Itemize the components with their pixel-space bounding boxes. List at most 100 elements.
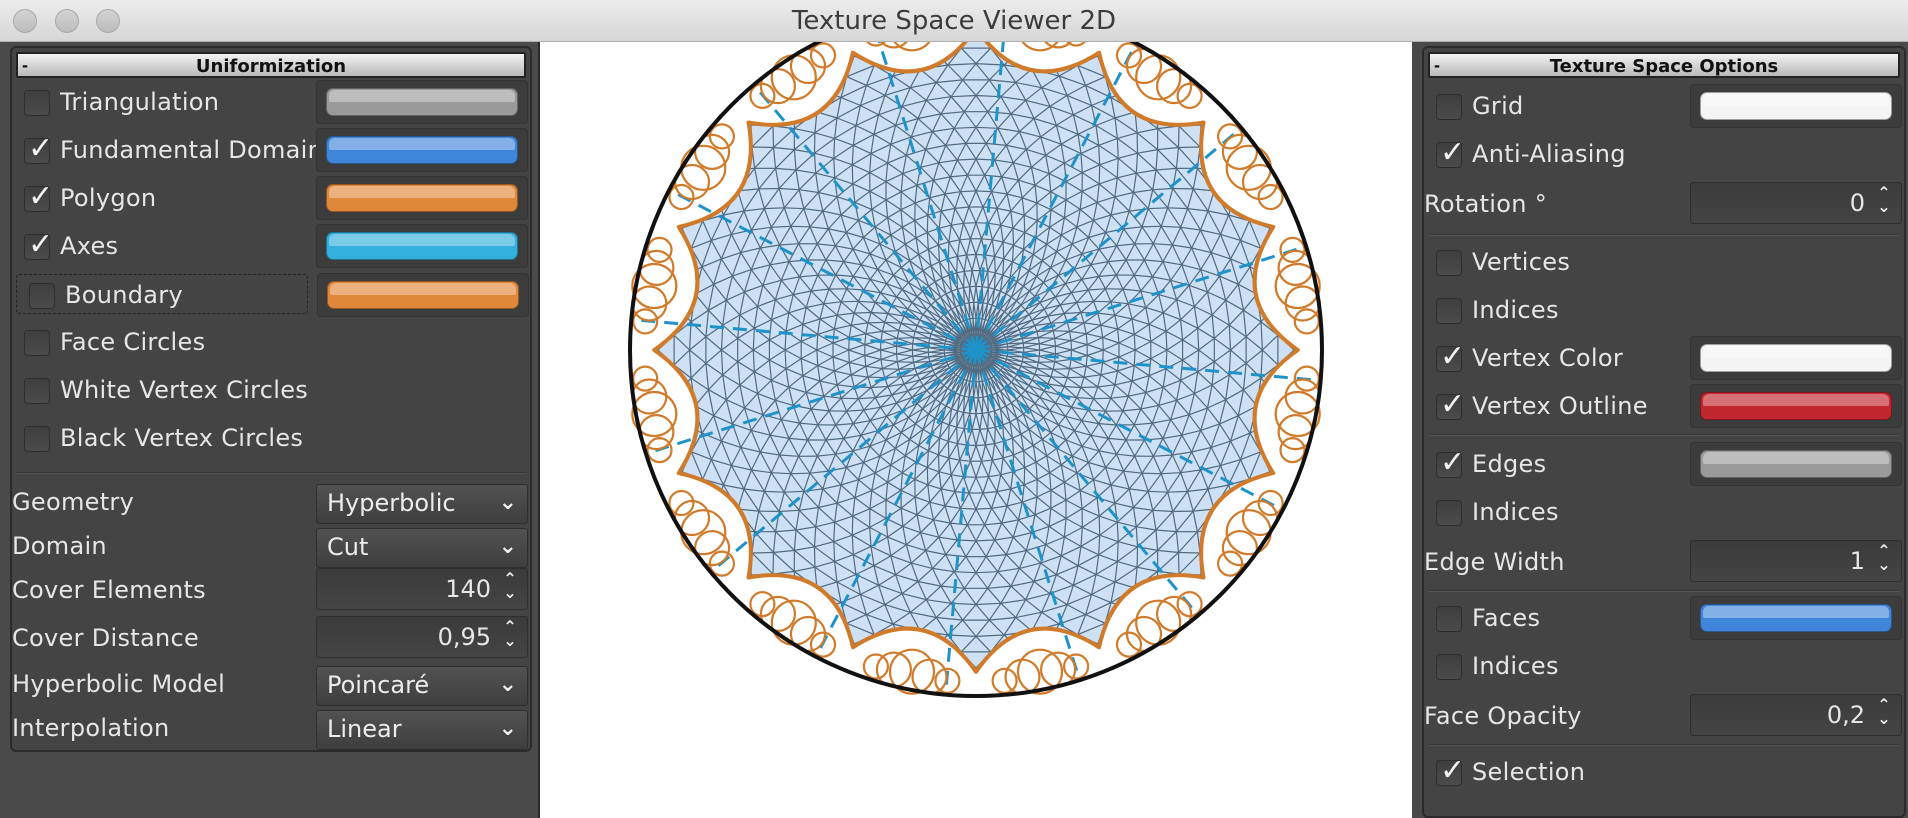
black-vertex-circles-checkbox[interactable]: [24, 426, 50, 452]
rotation-spinbox[interactable]: 0 ⌃ ⌄: [1690, 182, 1902, 224]
polygon-color-swatch[interactable]: [326, 184, 518, 212]
mesh-edge: [1162, 312, 1167, 332]
close-icon[interactable]: [13, 9, 37, 33]
mesh-edge: [1206, 384, 1213, 409]
rotation-value[interactable]: 0: [1849, 189, 1865, 217]
domain-value[interactable]: Cut: [327, 533, 369, 561]
mesh-edge: [1001, 505, 1008, 524]
mesh-edge: [1028, 302, 1041, 316]
edge-indices-checkbox[interactable]: [1436, 500, 1462, 526]
mesh-edge: [788, 243, 800, 262]
mesh-edge: [903, 373, 918, 385]
grid-color-swatch[interactable]: [1700, 92, 1892, 120]
stepper-icon[interactable]: ⌃ ⌄: [1877, 185, 1891, 216]
texture-options-header[interactable]: - Texture Space Options: [1428, 52, 1900, 78]
vertex-color-swatch[interactable]: [1700, 344, 1892, 372]
face-opacity-spinbox[interactable]: 0,2 ⌃ ⌄: [1690, 694, 1902, 736]
mesh-edge: [1206, 291, 1213, 316]
vertex-outline-well[interactable]: [1690, 384, 1902, 428]
mesh-edge: [840, 602, 867, 616]
edge-width-spinbox[interactable]: 1 ⌃ ⌄: [1690, 540, 1902, 582]
chevron-down-icon[interactable]: ⌄: [498, 671, 517, 696]
mesh-edge: [957, 254, 967, 257]
stepper-icon[interactable]: ⌃ ⌄: [503, 619, 517, 650]
chevron-down-icon[interactable]: ⌄: [498, 489, 517, 514]
hyperbolic-model-select[interactable]: Poincaré ⌄: [316, 666, 528, 706]
boundary-checkbox[interactable]: [29, 283, 55, 309]
faces-checkbox[interactable]: [1436, 606, 1462, 632]
cover-distance-spinbox[interactable]: 0,95 ⌃ ⌄: [316, 616, 528, 658]
vertex-indices-checkbox[interactable]: [1436, 298, 1462, 324]
stepper-icon[interactable]: ⌃ ⌄: [1877, 697, 1891, 728]
mesh-edge: [1140, 392, 1147, 410]
polygon-checkbox[interactable]: ✓: [24, 179, 53, 214]
mesh-edge: [941, 274, 950, 279]
mesh-edge: [1180, 227, 1193, 249]
mesh-edge: [834, 117, 838, 139]
edges-checkbox[interactable]: ✓: [1436, 445, 1465, 480]
cover-elements-value[interactable]: 140: [445, 575, 491, 603]
edges-color-swatch[interactable]: [1700, 450, 1892, 478]
stepper-icon[interactable]: ⌃ ⌄: [503, 571, 517, 602]
mesh-edge: [1182, 349, 1200, 361]
vertices-checkbox[interactable]: [1436, 250, 1462, 276]
boundary-color-well[interactable]: [317, 273, 529, 317]
texture-space-viewer[interactable]: [540, 2, 1412, 818]
collapse-toggle[interactable]: -: [22, 55, 28, 75]
hyperbolic-disk-canvas[interactable]: [540, 2, 1412, 818]
mesh-edge: [1243, 309, 1262, 323]
interpolation-select[interactable]: Linear ⌄: [316, 710, 528, 750]
boundary-color-swatch[interactable]: [327, 281, 519, 309]
stepper-icon[interactable]: ⌃ ⌄: [1877, 543, 1891, 574]
grid-color-well[interactable]: [1690, 84, 1902, 128]
mesh-edge: [1038, 361, 1054, 370]
mesh-edge: [1073, 420, 1083, 432]
axes-color-swatch[interactable]: [326, 232, 518, 260]
mesh-edge: [1114, 380, 1133, 386]
mesh-edge: [1114, 117, 1118, 139]
triangulation-checkbox[interactable]: [24, 90, 50, 116]
selection-checkbox[interactable]: ✓: [1436, 753, 1465, 788]
vertex-outline-swatch[interactable]: [1700, 392, 1892, 420]
uniformization-header[interactable]: - Uniformization: [16, 52, 526, 78]
mesh-edge: [948, 225, 952, 243]
fundamental-domain-color-well[interactable]: [316, 128, 528, 172]
face-opacity-value[interactable]: 0,2: [1826, 701, 1865, 729]
white-vertex-circles-checkbox[interactable]: [24, 378, 50, 404]
mesh-edge: [1065, 439, 1083, 447]
geometry-select[interactable]: Hyperbolic ⌄: [316, 484, 528, 524]
polygon-color-well[interactable]: [316, 176, 528, 220]
mesh-edge: [917, 581, 927, 600]
vertex-color-well[interactable]: [1690, 336, 1902, 380]
interpolation-value[interactable]: Linear: [327, 715, 402, 743]
face-circles-checkbox[interactable]: [24, 330, 50, 356]
vertex-outline-checkbox[interactable]: ✓: [1436, 387, 1465, 422]
grid-checkbox[interactable]: [1436, 94, 1462, 120]
anti-aliasing-checkbox[interactable]: ✓: [1436, 135, 1465, 170]
minimize-icon[interactable]: [55, 9, 79, 33]
zoom-icon[interactable]: [96, 9, 120, 33]
cover-elements-spinbox[interactable]: 140 ⌃ ⌄: [316, 568, 528, 610]
faces-color-swatch[interactable]: [1700, 604, 1892, 632]
cover-distance-value[interactable]: 0,95: [437, 623, 491, 651]
mesh-edge: [771, 472, 791, 475]
chevron-down-icon[interactable]: ⌄: [498, 715, 517, 740]
domain-select[interactable]: Cut ⌄: [316, 528, 528, 568]
fundamental-domain-color-swatch[interactable]: [326, 136, 518, 164]
fundamental-domain-checkbox[interactable]: ✓: [24, 131, 53, 166]
hyperbolic-model-value[interactable]: Poincaré: [327, 671, 430, 699]
edges-color-well[interactable]: [1690, 442, 1902, 486]
faces-color-well[interactable]: [1690, 596, 1902, 640]
face-indices-checkbox[interactable]: [1436, 654, 1462, 680]
mesh-edge: [1324, 350, 1326, 384]
vertex-color-checkbox[interactable]: ✓: [1436, 339, 1465, 374]
mesh-edge: [1137, 529, 1157, 548]
triangulation-color-well[interactable]: [316, 80, 528, 124]
axes-color-well[interactable]: [316, 224, 528, 268]
edge-width-value[interactable]: 1: [1849, 547, 1865, 575]
mesh-edge: [784, 340, 802, 351]
triangulation-color-swatch[interactable]: [326, 88, 518, 116]
chevron-down-icon[interactable]: ⌄: [498, 533, 517, 558]
axes-checkbox[interactable]: ✓: [24, 227, 53, 262]
geometry-value[interactable]: Hyperbolic: [327, 489, 456, 517]
